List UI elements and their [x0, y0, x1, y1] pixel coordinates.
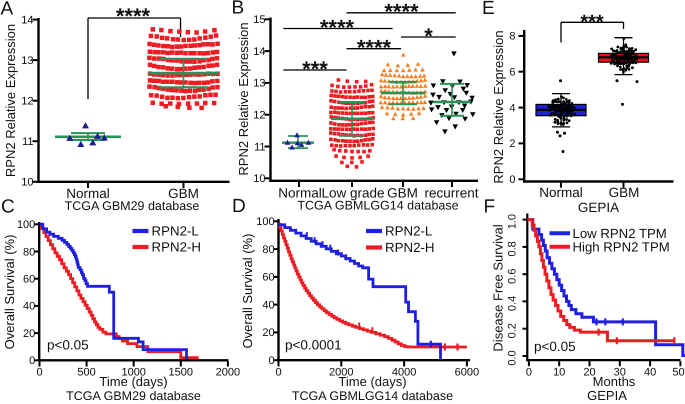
- svg-text:RPN2 Relative Expression: RPN2 Relative Expression: [3, 24, 18, 177]
- svg-text:TCGA GBMLGG14 database: TCGA GBMLGG14 database: [292, 389, 453, 403]
- svg-text:11: 11: [254, 141, 265, 153]
- svg-text:1000: 1000: [121, 367, 145, 379]
- svg-text:15: 15: [253, 14, 265, 26]
- svg-text:p<0.05: p<0.05: [47, 338, 89, 353]
- svg-text:RPN2-H: RPN2-H: [152, 240, 202, 255]
- svg-text:12: 12: [21, 96, 33, 108]
- svg-text:4: 4: [509, 102, 515, 114]
- svg-text:1.0: 1.0: [507, 214, 519, 229]
- svg-text:Disease Free Survival: Disease Free Survival: [491, 224, 506, 351]
- svg-text:Time (days): Time (days): [99, 374, 167, 389]
- svg-text:0.8: 0.8: [507, 241, 519, 256]
- svg-text:High RPN2 TPM: High RPN2 TPM: [573, 239, 670, 254]
- svg-text:Low RPN2 TPM: Low RPN2 TPM: [573, 226, 667, 241]
- svg-text:Overall Survival (%): Overall Survival (%): [2, 235, 17, 350]
- svg-text:20: 20: [23, 328, 35, 340]
- svg-text:p<0.05: p<0.05: [534, 339, 576, 354]
- svg-text:40: 40: [23, 301, 35, 313]
- svg-text:A: A: [1, 0, 14, 20]
- svg-text:*: *: [424, 23, 433, 48]
- svg-text:F: F: [484, 197, 496, 218]
- svg-text:11: 11: [22, 136, 33, 148]
- svg-text:0: 0: [29, 355, 35, 367]
- svg-text:recurrent: recurrent: [424, 186, 478, 201]
- svg-text:****: ****: [116, 4, 151, 29]
- svg-text:1500: 1500: [169, 367, 193, 379]
- svg-text:2000: 2000: [329, 367, 353, 379]
- svg-text:Overall Survival (%): Overall Survival (%): [240, 234, 255, 349]
- svg-text:RPN2-H: RPN2-H: [385, 240, 435, 255]
- svg-text:50: 50: [672, 367, 684, 379]
- svg-text:D: D: [232, 196, 246, 217]
- svg-text:RPN2-L: RPN2-L: [385, 224, 432, 239]
- svg-text:0: 0: [36, 367, 42, 379]
- svg-text:500: 500: [77, 367, 95, 379]
- svg-text:30: 30: [614, 367, 626, 379]
- svg-text:0.2: 0.2: [506, 323, 518, 338]
- svg-text:Normal: Normal: [539, 185, 583, 200]
- svg-text:p<0.0001: p<0.0001: [285, 338, 342, 353]
- svg-text:****: ****: [357, 35, 392, 60]
- svg-text:Normal: Normal: [278, 186, 322, 201]
- svg-text:20: 20: [583, 367, 595, 379]
- svg-text:0: 0: [509, 174, 515, 186]
- svg-text:6000: 6000: [455, 367, 479, 379]
- svg-text:8: 8: [509, 31, 515, 43]
- svg-text:GBM: GBM: [387, 186, 418, 201]
- svg-text:RPN2 Relative Expression: RPN2 Relative Expression: [491, 30, 506, 183]
- svg-text:TCGA GBM29 database: TCGA GBM29 database: [66, 389, 201, 403]
- svg-text:80: 80: [262, 244, 274, 256]
- svg-text:****: ****: [384, 0, 419, 24]
- svg-text:Time (days): Time (days): [338, 374, 406, 389]
- svg-text:0: 0: [275, 367, 281, 379]
- svg-text:0: 0: [526, 367, 532, 379]
- svg-text:80: 80: [23, 246, 35, 258]
- svg-text:10: 10: [253, 173, 265, 185]
- svg-text:E: E: [482, 0, 495, 19]
- svg-text:GBM: GBM: [168, 186, 199, 201]
- svg-text:14: 14: [21, 14, 33, 26]
- svg-text:TCGA GBM29 database: TCGA GBM29 database: [65, 199, 200, 213]
- svg-text:Months: Months: [593, 374, 636, 389]
- svg-text:13: 13: [21, 55, 33, 67]
- svg-text:40: 40: [262, 299, 274, 311]
- svg-text:Low grade: Low grade: [321, 186, 384, 201]
- svg-text:2000: 2000: [216, 367, 240, 379]
- svg-text:0.6: 0.6: [507, 269, 519, 284]
- svg-text:RPN2-L: RPN2-L: [152, 224, 199, 239]
- svg-text:6: 6: [509, 67, 515, 79]
- svg-text:0.0: 0.0: [507, 350, 519, 365]
- svg-text:2: 2: [509, 138, 515, 150]
- svg-text:***: ***: [302, 56, 328, 81]
- svg-text:60: 60: [23, 274, 35, 286]
- svg-text:100: 100: [256, 216, 274, 228]
- svg-text:10: 10: [21, 177, 33, 189]
- svg-text:GEPIA: GEPIA: [587, 388, 627, 403]
- svg-text:13: 13: [253, 78, 265, 90]
- svg-text:RPN2 Relative Expression: RPN2 Relative Expression: [236, 22, 251, 175]
- svg-text:14: 14: [253, 46, 265, 58]
- svg-text:B: B: [232, 0, 245, 19]
- svg-text:***: ***: [580, 12, 604, 34]
- svg-text:GEPIA: GEPIA: [578, 200, 619, 215]
- svg-text:100: 100: [17, 219, 35, 231]
- svg-text:60: 60: [262, 272, 274, 284]
- svg-text:Normal: Normal: [66, 186, 110, 201]
- svg-text:10: 10: [553, 367, 565, 379]
- svg-text:****: ****: [320, 15, 355, 40]
- svg-text:0.4: 0.4: [506, 296, 518, 311]
- svg-text:4000: 4000: [392, 367, 416, 379]
- svg-text:C: C: [1, 197, 15, 218]
- svg-text:20: 20: [262, 327, 274, 339]
- svg-text:GBM: GBM: [609, 185, 640, 200]
- svg-text:40: 40: [644, 367, 656, 379]
- svg-text:TCGA GBMLGG14 database: TCGA GBMLGG14 database: [297, 199, 458, 213]
- svg-text:12: 12: [253, 110, 265, 122]
- svg-text:0: 0: [268, 355, 274, 367]
